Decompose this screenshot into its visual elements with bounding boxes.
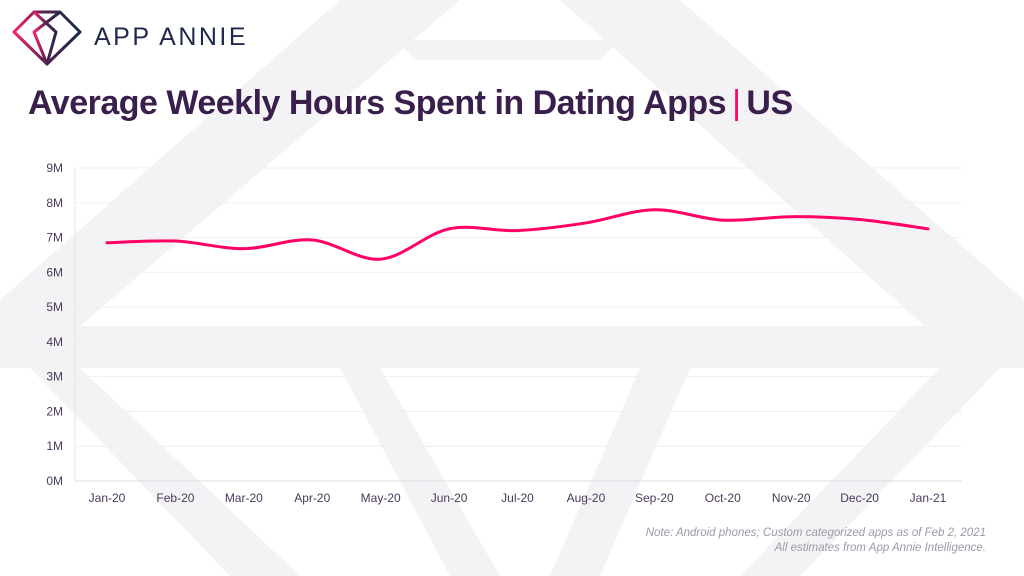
y-tick-label: 6M <box>46 265 63 279</box>
x-tick-label: Aug-20 <box>567 491 606 505</box>
x-tick-label: Jan-20 <box>89 491 126 505</box>
note-line-2: All estimates from App Annie Intelligenc… <box>774 542 986 554</box>
x-tick-label: Jul-20 <box>501 491 534 505</box>
page-title: Average Weekly Hours Spent in Dating App… <box>28 84 793 123</box>
x-tick-label: Feb-20 <box>156 491 194 505</box>
y-tick-label: 3M <box>46 370 63 384</box>
diamond-logo-icon <box>12 10 82 66</box>
y-tick-label: 5M <box>46 300 63 314</box>
title-separator: | <box>732 84 741 122</box>
app-annie-logo: APP ANNIE <box>12 8 248 66</box>
y-tick-label: 7M <box>46 231 63 245</box>
y-tick-label: 8M <box>46 196 63 210</box>
series-line <box>105 208 930 261</box>
x-tick-label: Dec-20 <box>840 491 879 505</box>
x-tick-label: Mar-20 <box>225 491 263 505</box>
y-tick-label: 2M <box>46 404 63 418</box>
x-tick-label: Jun-20 <box>431 491 468 505</box>
footnote: Note: Android phones; Custom categorized… <box>646 526 986 556</box>
x-tick-label: May-20 <box>361 491 401 505</box>
y-tick-label: 4M <box>46 335 63 349</box>
y-tick-label: 0M <box>46 474 63 488</box>
x-tick-label: Nov-20 <box>772 491 811 505</box>
brand-name: APP ANNIE <box>94 22 249 51</box>
y-tick-label: 1M <box>46 439 63 453</box>
x-tick-label: Jan-21 <box>910 491 947 505</box>
title-region: US <box>746 84 793 122</box>
x-tick-label: Apr-20 <box>294 491 330 505</box>
note-line-1: Note: Android phones; Custom categorized… <box>645 527 986 539</box>
y-tick-label: 9M <box>46 161 63 175</box>
x-tick-label: Oct-20 <box>705 491 741 505</box>
title-main: Average Weekly Hours Spent in Dating App… <box>28 84 727 122</box>
x-tick-label: Sep-20 <box>635 491 674 505</box>
